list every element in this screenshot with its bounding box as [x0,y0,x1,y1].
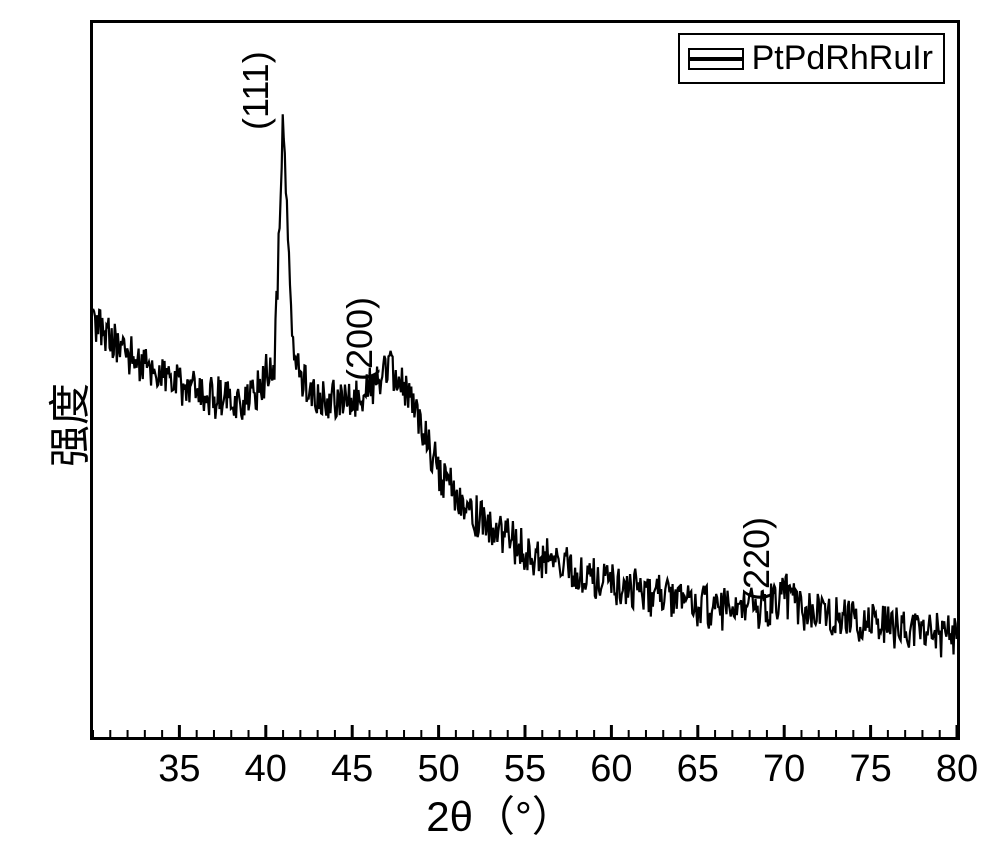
x-axis-label: 2θ（°） [426,783,574,844]
x-tick-label: 75 [849,748,891,791]
x-tick-label: 35 [158,748,200,791]
x-ticks [93,725,957,737]
x-tick-label: 60 [590,748,632,791]
legend-label: PtPdRhRuIr [752,39,933,78]
plot-area: PtPdRhRuIr (111) (200) (220) [90,20,960,740]
chart-container: 强度 PtPdRhRuIr (111)(200)(220) 3540455055… [0,0,1000,849]
x-tick-label: 65 [677,748,719,791]
legend-swatch [688,48,744,70]
peak-label: (200) [339,297,381,381]
peak-label: (220) [736,517,778,601]
x-tick-label: 40 [245,748,287,791]
xrd-curve [93,114,957,657]
peak-label: (111) [235,51,277,130]
x-tick-label: 45 [331,748,373,791]
xrd-line-plot [93,23,957,737]
x-tick-label: 80 [936,748,978,791]
y-axis-label: 强度 [37,382,98,466]
legend: PtPdRhRuIr [678,33,945,84]
x-tick-label: 70 [763,748,805,791]
